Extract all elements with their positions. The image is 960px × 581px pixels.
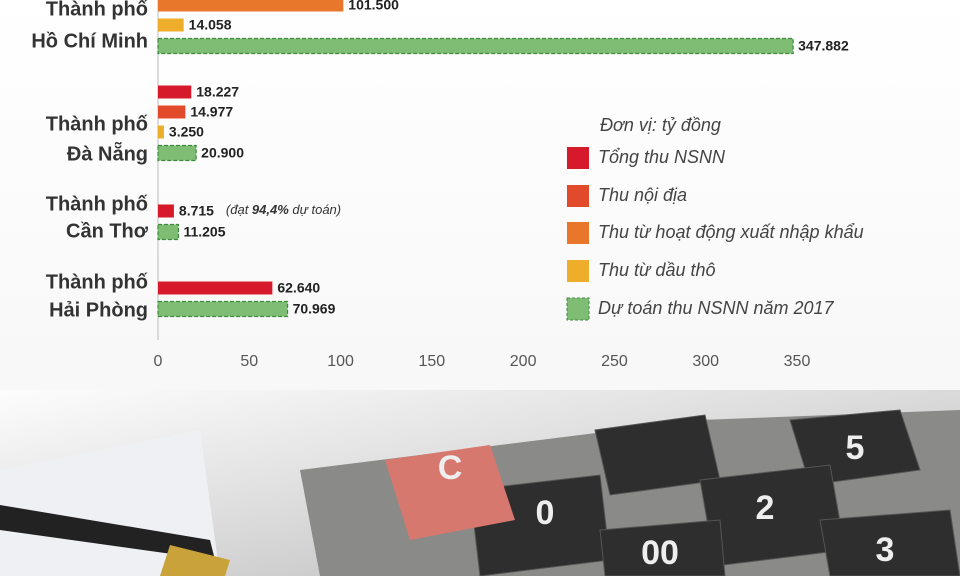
category-label: Cần Thơ [66, 220, 149, 242]
key-label: 00 [641, 534, 679, 572]
bar [158, 18, 184, 32]
x-tick-label: 350 [784, 353, 811, 370]
legend-title: Đơn vị: tỷ đồng [600, 115, 721, 135]
x-tick-label: 50 [240, 353, 258, 370]
annotation-part: (đạt [226, 202, 252, 217]
x-tick-label: 0 [154, 353, 163, 370]
bar [158, 125, 164, 139]
value-label: 70.969 [293, 301, 336, 317]
value-label: 3.250 [169, 124, 204, 140]
category-label: Thành phố [46, 193, 148, 215]
category-label: Thành phố [46, 271, 148, 293]
annotation-part: dự toán) [289, 202, 341, 217]
value-label: 14.977 [190, 104, 233, 120]
bar [158, 0, 344, 12]
category-label: Hải Phòng [49, 299, 148, 321]
legend-label: Dự toán thu NSNN năm 2017 [598, 298, 835, 318]
category-label: Thành phố [46, 113, 148, 135]
bar [157, 223, 180, 241]
x-tick-label: 300 [692, 353, 719, 370]
legend-label: Tổng thu NSNN [598, 147, 726, 167]
value-label: 8.715 [179, 203, 214, 219]
value-label: 11.205 [183, 224, 225, 240]
legend-label: Thu từ dầu thô [598, 260, 715, 280]
bar [158, 105, 186, 119]
photo [0, 390, 960, 577]
bar [158, 204, 174, 218]
legend-swatch [567, 147, 589, 169]
x-tick-label: 100 [327, 353, 354, 370]
value-label: 14.058 [189, 17, 232, 33]
annotation: (đạt 94,4% dự toán) [226, 202, 341, 217]
bar [158, 281, 273, 295]
category-label: Thành phố [46, 0, 148, 20]
key-label: 3 [876, 531, 895, 569]
key-label: 2 [756, 489, 775, 527]
legend-swatch [567, 185, 589, 207]
category-label: Hồ Chí Minh [31, 30, 148, 52]
bar [158, 85, 192, 99]
legend-swatch [567, 260, 589, 282]
key-label: C [438, 449, 463, 487]
key-label: 5 [846, 429, 865, 467]
x-tick-label: 200 [510, 353, 537, 370]
x-tick-label: 250 [601, 353, 628, 370]
legend-label: Thu từ hoạt động xuất nhập khẩu [598, 222, 864, 242]
value-label: 101.500 [348, 0, 399, 13]
bar [157, 37, 794, 55]
bar [157, 144, 197, 162]
value-label: 18.227 [196, 84, 239, 100]
legend-label: Thu nội địa [598, 185, 687, 205]
legend-swatch [566, 297, 590, 321]
legend-swatch [567, 222, 589, 244]
value-label: 347.882 [798, 38, 849, 54]
value-label: 62.640 [277, 280, 320, 296]
value-label: 20.900 [201, 145, 244, 161]
annotation-part: 94,4% [252, 202, 289, 217]
x-tick-label: 150 [419, 353, 446, 370]
bar [157, 300, 289, 318]
key-label: 0 [536, 494, 555, 532]
category-label: Đà Nẵng [67, 141, 148, 165]
